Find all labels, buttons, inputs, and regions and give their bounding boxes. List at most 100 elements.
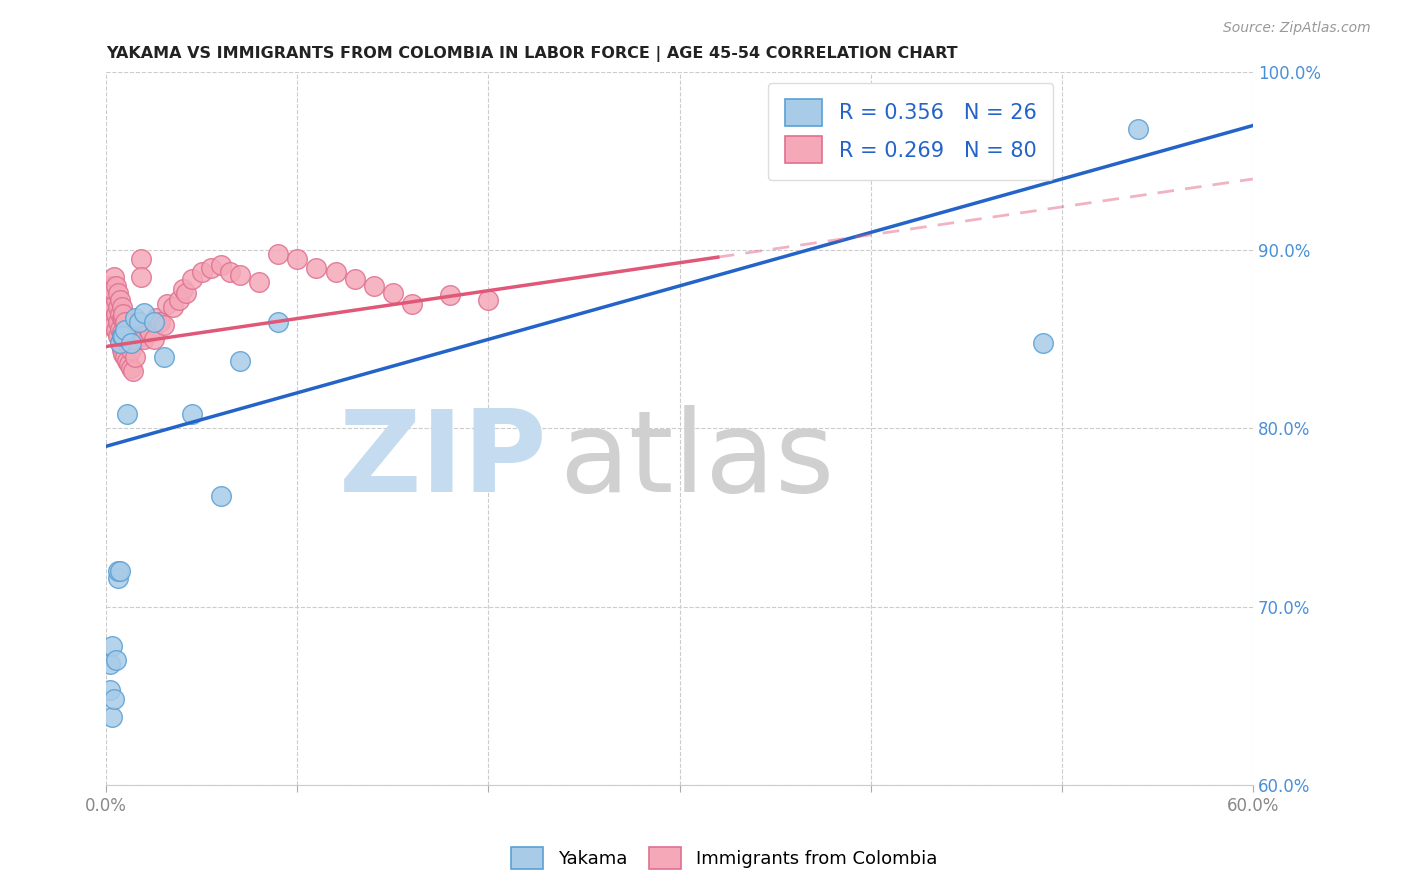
Point — [209, 489, 232, 503]
Legend: R = 0.356   N = 26, R = 0.269   N = 80: R = 0.356 N = 26, R = 0.269 N = 80 — [768, 83, 1053, 180]
Point — [103, 300, 125, 314]
Point — [200, 261, 222, 276]
Point — [134, 332, 156, 346]
Point — [110, 343, 132, 357]
Point — [136, 321, 159, 335]
Point — [117, 353, 139, 368]
Point — [209, 258, 232, 272]
Point — [172, 283, 194, 297]
Point — [112, 328, 135, 343]
Point — [107, 300, 129, 314]
Point — [381, 286, 404, 301]
Point — [101, 283, 124, 297]
Point — [103, 318, 125, 332]
Point — [101, 296, 124, 310]
Point — [128, 323, 150, 337]
Point — [112, 310, 135, 325]
Point — [117, 335, 139, 350]
Point — [101, 314, 124, 328]
Point — [267, 314, 290, 328]
Point — [124, 350, 146, 364]
Point — [120, 335, 142, 350]
Point — [112, 328, 135, 343]
Point — [101, 710, 124, 724]
Point — [152, 318, 174, 332]
Point — [181, 272, 204, 286]
Point — [110, 300, 132, 314]
Point — [118, 357, 141, 371]
Point — [229, 268, 252, 283]
Point — [129, 270, 152, 285]
Point — [401, 296, 423, 310]
Point — [343, 272, 366, 286]
Point — [325, 265, 347, 279]
Point — [108, 321, 131, 335]
Point — [143, 332, 166, 346]
Point — [112, 346, 135, 360]
Point — [145, 310, 167, 325]
Point — [103, 270, 125, 285]
Point — [108, 335, 131, 350]
Point — [108, 293, 131, 307]
Point — [128, 314, 150, 328]
Point — [122, 364, 145, 378]
Point — [98, 279, 121, 293]
Text: atlas: atlas — [560, 405, 834, 516]
Point — [103, 279, 125, 293]
Point — [139, 325, 162, 339]
Point — [167, 293, 190, 307]
Point — [112, 307, 135, 321]
Point — [129, 252, 152, 267]
Point — [134, 305, 156, 319]
Point — [219, 265, 242, 279]
Point — [267, 247, 290, 261]
Point — [1317, 703, 1340, 717]
Point — [107, 564, 129, 578]
Point — [363, 279, 385, 293]
Point — [98, 318, 121, 332]
Point — [285, 252, 308, 267]
Point — [120, 360, 142, 375]
Point — [107, 571, 129, 585]
Point — [108, 564, 131, 578]
Point — [135, 318, 157, 332]
Text: YAKAMA VS IMMIGRANTS FROM COLOMBIA IN LABOR FORCE | AGE 45-54 CORRELATION CHART: YAKAMA VS IMMIGRANTS FROM COLOMBIA IN LA… — [107, 46, 957, 62]
Point — [1128, 122, 1150, 136]
Point — [110, 325, 132, 339]
Point — [477, 293, 499, 307]
Point — [439, 288, 461, 302]
Point — [117, 407, 139, 421]
Text: Source: ZipAtlas.com: Source: ZipAtlas.com — [1223, 21, 1371, 35]
Point — [104, 653, 127, 667]
Point — [104, 279, 127, 293]
Point — [110, 328, 132, 343]
Point — [176, 286, 198, 301]
Point — [98, 657, 121, 671]
Point — [101, 283, 124, 297]
Point — [110, 310, 132, 325]
Point — [152, 350, 174, 364]
Point — [98, 683, 121, 698]
Point — [107, 328, 129, 343]
Point — [124, 310, 146, 325]
Point — [101, 639, 124, 653]
Point — [114, 323, 136, 337]
Point — [143, 314, 166, 328]
Point — [104, 293, 127, 307]
Point — [131, 328, 153, 343]
Legend: Yakama, Immigrants from Colombia: Yakama, Immigrants from Colombia — [503, 839, 945, 876]
Point — [162, 300, 184, 314]
Point — [191, 265, 214, 279]
Point — [108, 307, 131, 321]
Point — [229, 353, 252, 368]
Point — [1299, 296, 1322, 310]
Point — [103, 692, 125, 706]
Point — [1032, 335, 1054, 350]
Point — [104, 323, 127, 337]
Point — [118, 339, 141, 353]
Point — [107, 286, 129, 301]
Point — [114, 314, 136, 328]
Point — [125, 318, 148, 332]
Point — [120, 343, 142, 357]
Text: ZIP: ZIP — [339, 405, 548, 516]
